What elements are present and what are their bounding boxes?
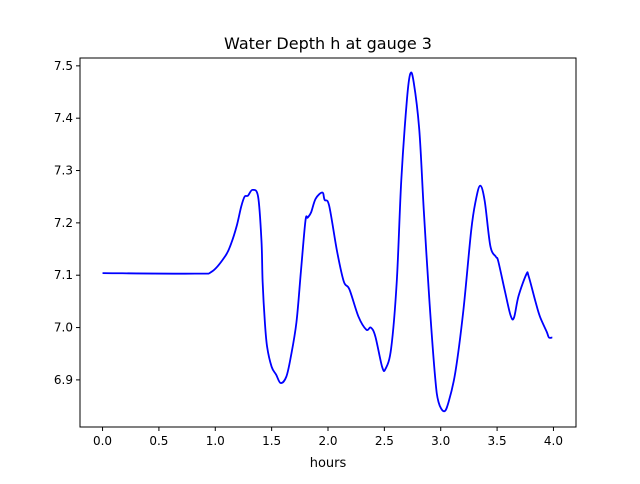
x-tick-label: 1.0 <box>206 434 225 448</box>
x-tick-label: 2.0 <box>318 434 337 448</box>
x-tick-label: 1.5 <box>262 434 281 448</box>
x-tick-label: 3.5 <box>488 434 507 448</box>
x-axis-label: hours <box>310 456 347 471</box>
x-tick-label: 0.0 <box>93 434 112 448</box>
y-tick-label: 7.0 <box>54 321 73 335</box>
y-tick-label: 6.9 <box>54 373 73 387</box>
y-tick-label: 7.2 <box>54 216 73 230</box>
x-tick-label: 2.5 <box>375 434 394 448</box>
x-tick-label: 0.5 <box>149 434 168 448</box>
chart-title: Water Depth h at gauge 3 <box>224 34 432 53</box>
y-tick-label: 7.1 <box>54 268 73 282</box>
axes-frame <box>79 57 577 428</box>
y-tick-label: 7.4 <box>54 111 73 125</box>
y-tick-label: 7.3 <box>54 164 73 178</box>
series-line-h <box>102 71 553 413</box>
x-tick-label: 3.0 <box>431 434 450 448</box>
x-tick-label: 4.0 <box>544 434 563 448</box>
y-tick-label: 7.5 <box>54 59 73 73</box>
